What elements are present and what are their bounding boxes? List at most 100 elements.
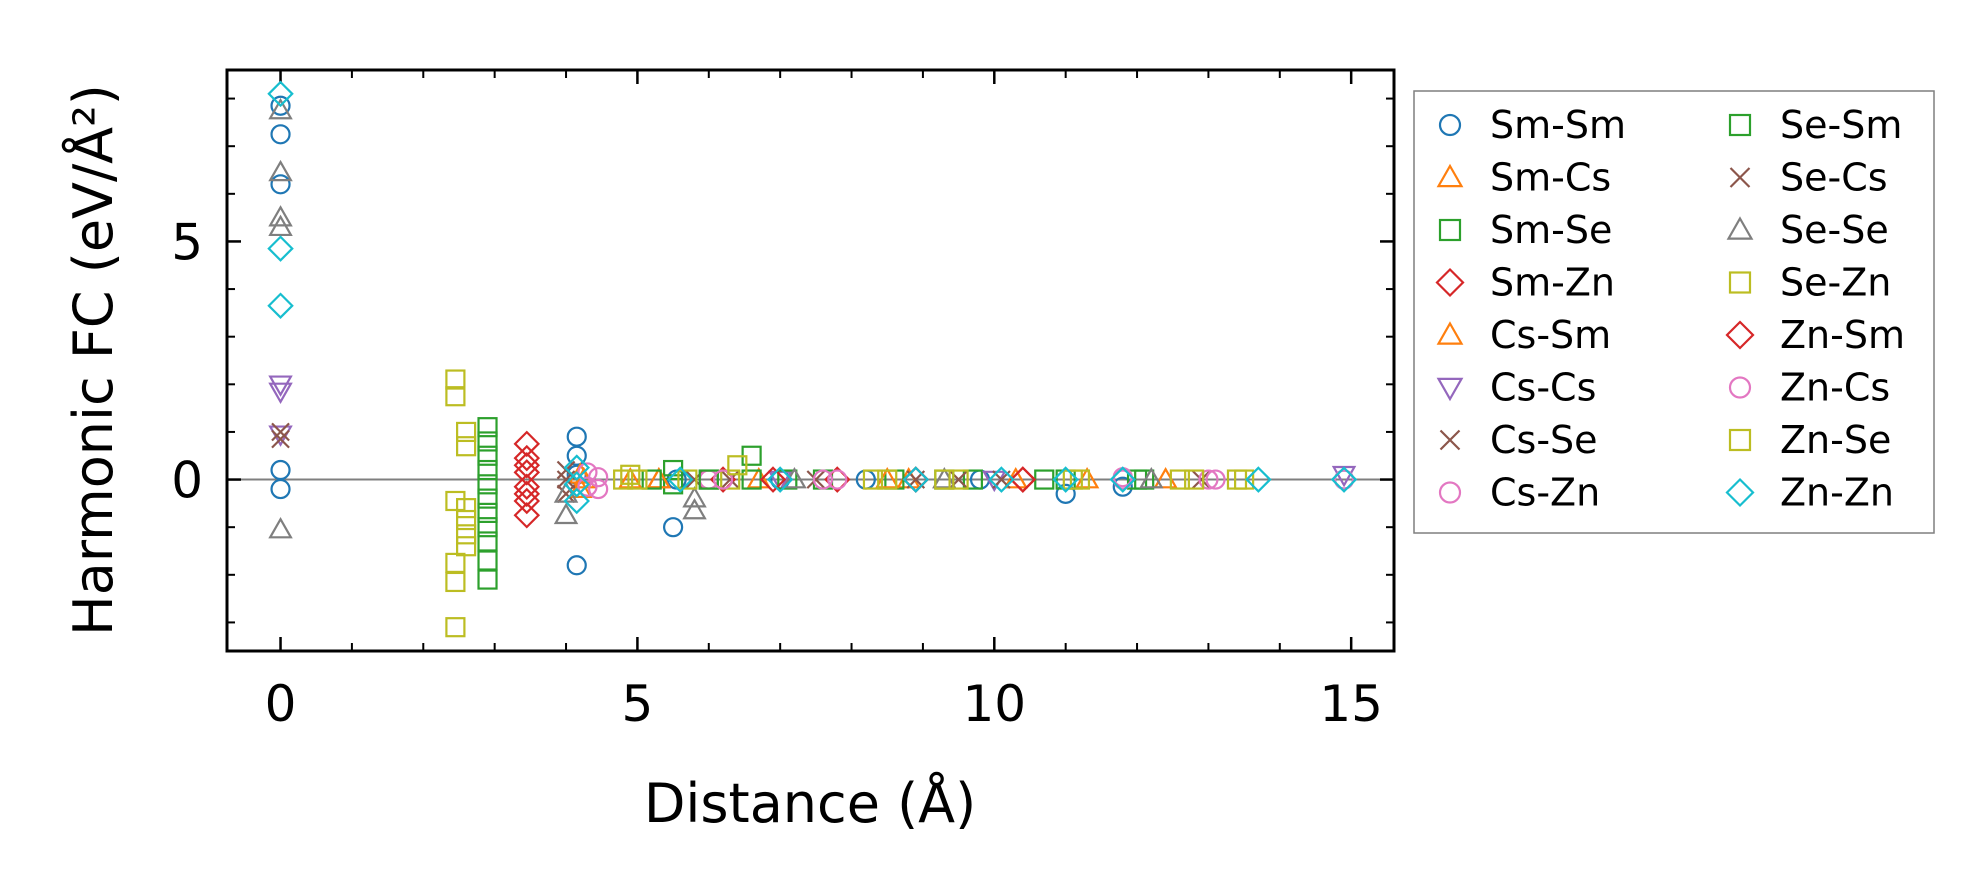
data-point	[456, 421, 477, 443]
data-point	[1139, 466, 1164, 489]
legend: Sm-Sm Sm-Cs Sm-Se Sm-Zn Cs-Sm Cs-Cs Cs-Se Cs-Zn…	[1413, 90, 1935, 534]
x-tick-label: 15	[1319, 675, 1383, 733]
data-point	[477, 550, 498, 571]
data-point	[270, 174, 291, 195]
data-point	[563, 471, 590, 498]
data-point	[877, 469, 898, 490]
legend-label: Zn-Sm	[1780, 313, 1905, 357]
data-point	[513, 473, 541, 500]
legend-entry-zn-zn: Zn-Zn	[1725, 471, 1894, 515]
data-point	[712, 469, 734, 490]
data-point	[477, 517, 498, 538]
data-point	[445, 386, 466, 407]
data-point	[456, 498, 477, 519]
data-point	[934, 469, 955, 490]
data-point	[270, 478, 291, 500]
x-tick-label: 0	[265, 675, 297, 733]
legend-entry-cs-sm: Cs-Sm	[1436, 313, 1611, 357]
x-axis-label: Distance (Å)	[644, 771, 976, 835]
series-sm-se	[477, 417, 1148, 590]
legend-marker	[1728, 271, 1752, 294]
legend-label: Se-Sm	[1780, 103, 1902, 147]
data-point	[268, 375, 293, 397]
x-tick-label: 10	[962, 675, 1026, 733]
data-point	[1333, 469, 1355, 490]
axis-ticks: 0 5 10 15 0 5	[171, 70, 1394, 733]
y-axis-label: Harmonic FC (eV/Å²)	[61, 84, 125, 636]
data-point	[1198, 469, 1219, 490]
data-point	[477, 431, 498, 452]
data-point	[513, 430, 541, 458]
data-point	[445, 617, 466, 638]
data-point	[720, 469, 741, 490]
data-point	[1055, 483, 1076, 504]
data-point	[268, 205, 293, 227]
plot-frame	[225, 68, 1396, 653]
data-point	[588, 478, 609, 500]
data-point	[777, 469, 798, 490]
data-point	[988, 466, 1015, 493]
legend-entry-sm-zn: Sm-Zn	[1435, 261, 1615, 305]
data-point	[677, 469, 698, 490]
data-point	[456, 509, 477, 531]
data-point	[271, 422, 290, 442]
data-point	[267, 80, 294, 108]
legend-entry-sm-sm: Sm-Sm	[1438, 103, 1626, 147]
data-point	[477, 502, 498, 523]
legend-entry-sm-se: Sm-Se	[1438, 208, 1612, 252]
legend-entry-zn-se: Zn-Se	[1728, 418, 1891, 462]
data-point	[766, 466, 794, 493]
legend-label: Sm-Sm	[1490, 103, 1626, 147]
legend-marker	[1728, 428, 1752, 452]
legend-marker	[1728, 113, 1752, 137]
legend-marker	[1436, 321, 1464, 345]
legend-entry-se-se: Se-Se	[1726, 208, 1889, 252]
data-point	[513, 444, 541, 472]
data-point	[812, 469, 834, 490]
data-point	[563, 454, 590, 481]
data-point	[477, 417, 498, 438]
data-point	[698, 469, 719, 490]
legend-label: Se-Zn	[1780, 261, 1891, 305]
series-cs-se	[271, 422, 1211, 504]
data-point	[566, 426, 587, 447]
data-point	[556, 484, 576, 504]
data-point	[1330, 466, 1358, 493]
data-point	[270, 459, 291, 481]
legend-label: Cs-Sm	[1490, 313, 1611, 357]
data-point	[456, 436, 477, 457]
data-point	[267, 292, 294, 319]
data-point	[827, 469, 848, 490]
data-point	[620, 464, 641, 485]
data-point	[477, 459, 498, 481]
legend-entry-zn-cs: Zn-Cs	[1728, 366, 1890, 410]
legend-label: Se-Cs	[1780, 156, 1888, 200]
legend-label: Cs-Zn	[1490, 471, 1600, 515]
data-point	[445, 490, 466, 512]
data-point	[1074, 466, 1100, 489]
legend-marker	[1438, 218, 1462, 242]
data-point	[1112, 476, 1133, 497]
y-tick-label: 0	[171, 452, 203, 510]
data-point	[682, 497, 707, 520]
data-point	[271, 429, 290, 449]
data-point	[767, 470, 793, 493]
data-point	[1191, 470, 1211, 489]
data-point	[477, 569, 498, 590]
data-point	[1153, 466, 1178, 489]
legend-marker	[1726, 216, 1754, 240]
data-point	[268, 382, 293, 405]
legend-marker	[1436, 377, 1464, 402]
legend-entry-cs-zn: Cs-Zn	[1438, 471, 1600, 515]
data-point	[268, 516, 293, 539]
legend-marker	[1438, 113, 1462, 137]
legend-marker	[1725, 477, 1755, 508]
data-point	[577, 462, 598, 483]
legend-label: Se-Se	[1780, 208, 1889, 252]
data-point	[618, 466, 643, 489]
data-point	[962, 469, 983, 490]
data-point	[627, 469, 648, 490]
data-point	[513, 452, 541, 479]
data-point	[613, 469, 634, 490]
